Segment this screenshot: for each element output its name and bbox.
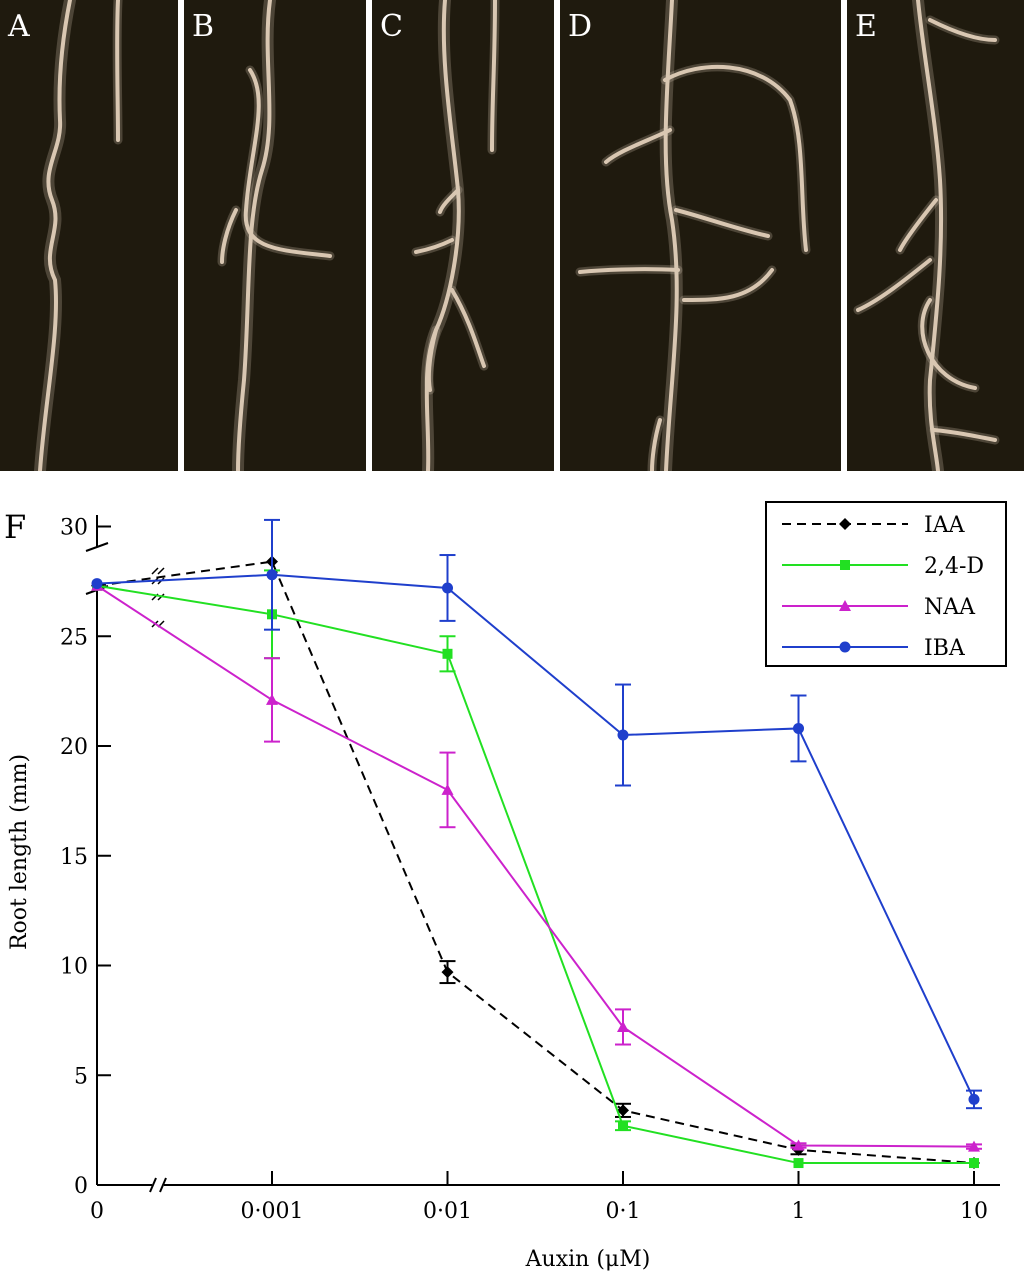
x-tick-label: 0·01 [423,1199,472,1224]
panel-label-e: E [855,9,877,44]
seedling-root-photo [372,0,554,471]
x-tick-label: 10 [960,1199,988,1224]
legend-label: IBA [924,636,966,661]
legend: IAA 2,4-D NAA IBA [765,501,1007,667]
data-point [793,1158,804,1169]
x-tick-label: 0 [90,1199,104,1224]
data-point [91,578,103,590]
data-point [441,966,454,979]
series-line-naa [96,584,975,1148]
legend-label: IAA [924,513,966,538]
legend-entry: 2,4-D [782,554,984,579]
data-point [441,783,454,795]
seedling-root-photo [847,0,1024,471]
data-point [617,729,629,741]
data-point [618,1120,628,1131]
data-point [617,1020,629,1032]
panel-label-f: F [4,508,26,546]
panel-label-c: C [380,9,403,44]
legend-entry: IAA [782,513,966,538]
legend-marker [839,641,851,653]
y-tick-label: 10 [60,955,88,980]
y-axis-label: Root length (mm) [7,754,32,950]
axes [85,515,1000,1193]
panel-label-b: B [192,9,214,44]
y-tick-label: 25 [60,625,88,650]
panel-label-a: A [7,9,30,44]
legend-marker [839,600,851,611]
seedling-root-photo-no-auxin [0,0,178,471]
photo-panel-d: D [560,0,841,471]
photo-panel-e: E [847,0,1024,471]
data-point [266,569,278,581]
y-tick-label: 30 [60,516,88,541]
y-tick-label: 0 [74,1174,88,1199]
x-axis-break-mark [149,1177,167,1193]
photo-strip: A B C D E [0,0,1024,471]
legend-box [765,501,1007,667]
panel-label-d: D [568,9,592,44]
x-axis-label: Auxin (μM) [525,1247,651,1272]
photo-panel-c: C [372,0,554,471]
photo-panel-b: B [184,0,366,471]
y-tick-label: 20 [60,735,88,760]
series-line-2-4-d [96,584,974,1165]
y-tick-label: 5 [74,1064,88,1089]
data-point [442,648,453,659]
y-tick-label: 15 [60,845,88,870]
photo-panel-a: A [0,0,178,471]
seedling-root-photo [560,0,841,471]
data-point [792,1139,805,1151]
data-point [968,1140,980,1152]
data-point [968,1093,980,1105]
series-line-iba [96,573,975,1100]
data-point [793,722,804,734]
legend-marker [840,560,850,570]
legend-marker [839,518,851,530]
series-line-iaa [96,560,975,1165]
legend-label: NAA [924,595,976,620]
data-point [442,582,453,594]
x-tick-label: 0·1 [606,1199,641,1224]
chart-panel-f: F 0 5 10 15 20 25 30 0 0·001 0·01 0·1 1 10 Auxin (μM) R… [4,501,1007,1272]
legend-label: 2,4-D [924,554,984,579]
seedling-root-photo [184,0,366,471]
data-point [969,1158,979,1169]
x-tick-label: 1 [792,1199,806,1224]
x-tick-label: 0·001 [241,1199,304,1224]
legend-entry: NAA [782,595,976,620]
data-point [617,1104,629,1117]
series-iba [91,518,982,1110]
legend-entry: IBA [782,636,966,661]
data-point [266,693,278,705]
